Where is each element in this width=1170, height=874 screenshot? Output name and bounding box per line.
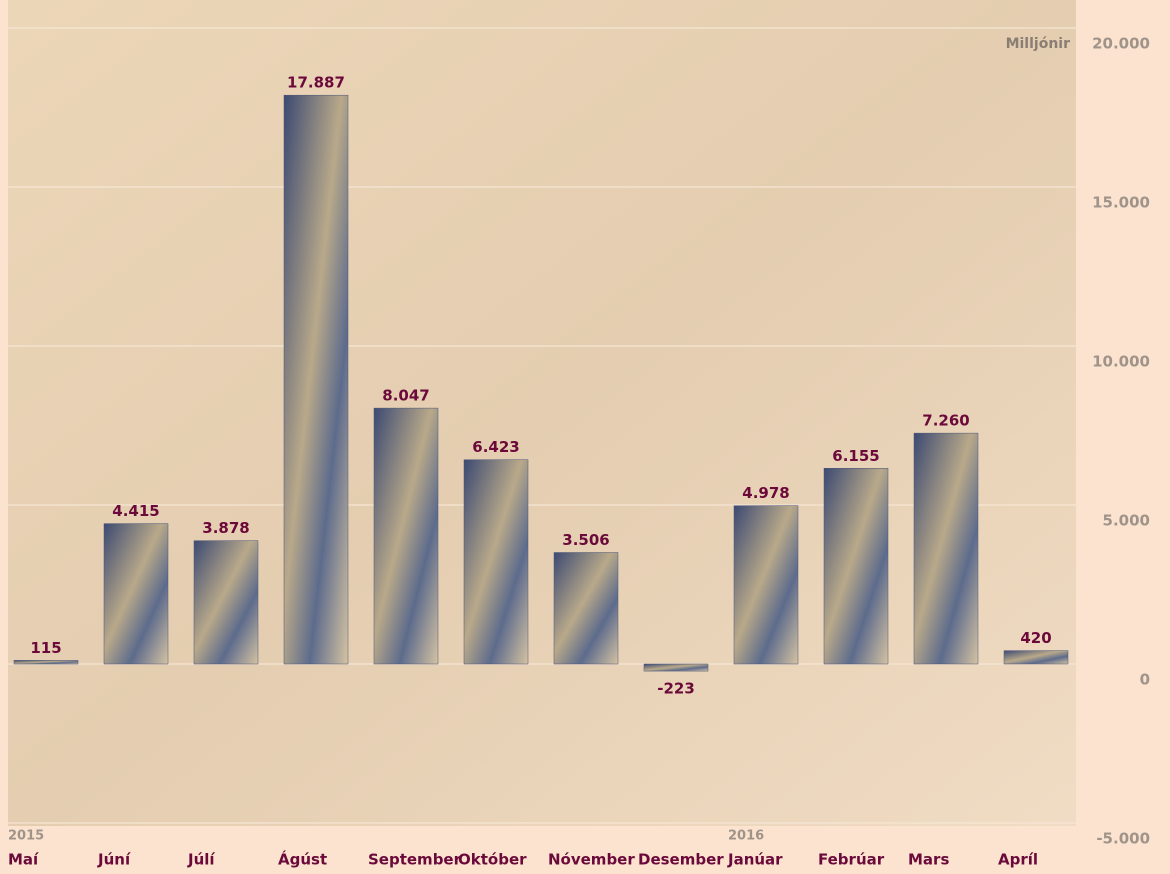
year-label: 2016 [728,829,764,844]
x-tick-label: September [368,851,462,869]
value-label: 3.878 [202,519,249,537]
value-label: 3.506 [562,531,609,549]
value-label: 4.415 [112,502,159,520]
x-tick-label: Mars [908,851,949,869]
y-tick-label: 5.000 [1103,512,1150,530]
bar [193,540,259,665]
y-tick-label: 10.000 [1092,353,1150,371]
y-tick-label: 15.000 [1092,194,1150,212]
bar [283,94,349,665]
x-tick-label: Ágúst [278,850,327,869]
bar [643,663,709,672]
bar [733,505,799,665]
bar [823,468,889,665]
bar [913,432,979,665]
bar [13,660,79,665]
bar [553,552,619,665]
value-label: 4.978 [742,484,789,502]
value-label: 6.155 [832,447,879,465]
x-tick-label: Júlí [187,851,215,869]
y-tick-label: 20.000 [1092,35,1150,53]
bar [1003,650,1069,665]
value-label: 8.047 [382,387,429,405]
x-tick-label: Febrúar [818,851,885,869]
value-label: 17.887 [287,74,345,92]
y-tick-label: -5.000 [1096,830,1150,848]
x-tick-label: Maí [8,851,39,869]
value-label: -223 [657,680,695,698]
value-label: 7.260 [922,412,969,430]
value-label: 420 [1020,629,1051,647]
x-tick-label: Apríl [998,851,1038,869]
year-label: 2015 [8,829,44,844]
x-tick-label: Júní [97,851,131,869]
x-tick-label: Nóvember [548,851,635,869]
value-label: 115 [30,639,61,657]
value-label: 6.423 [472,438,519,456]
x-tick-label: Október [458,851,527,869]
unit-label: Milljónir [1006,36,1071,52]
bar [103,523,169,665]
bar [463,459,529,665]
y-tick-label: 0 [1140,671,1150,689]
x-tick-label: Desember [638,851,724,869]
x-tick-label: Janúar [727,851,783,869]
plot-background [8,0,1076,826]
bar [373,407,439,665]
